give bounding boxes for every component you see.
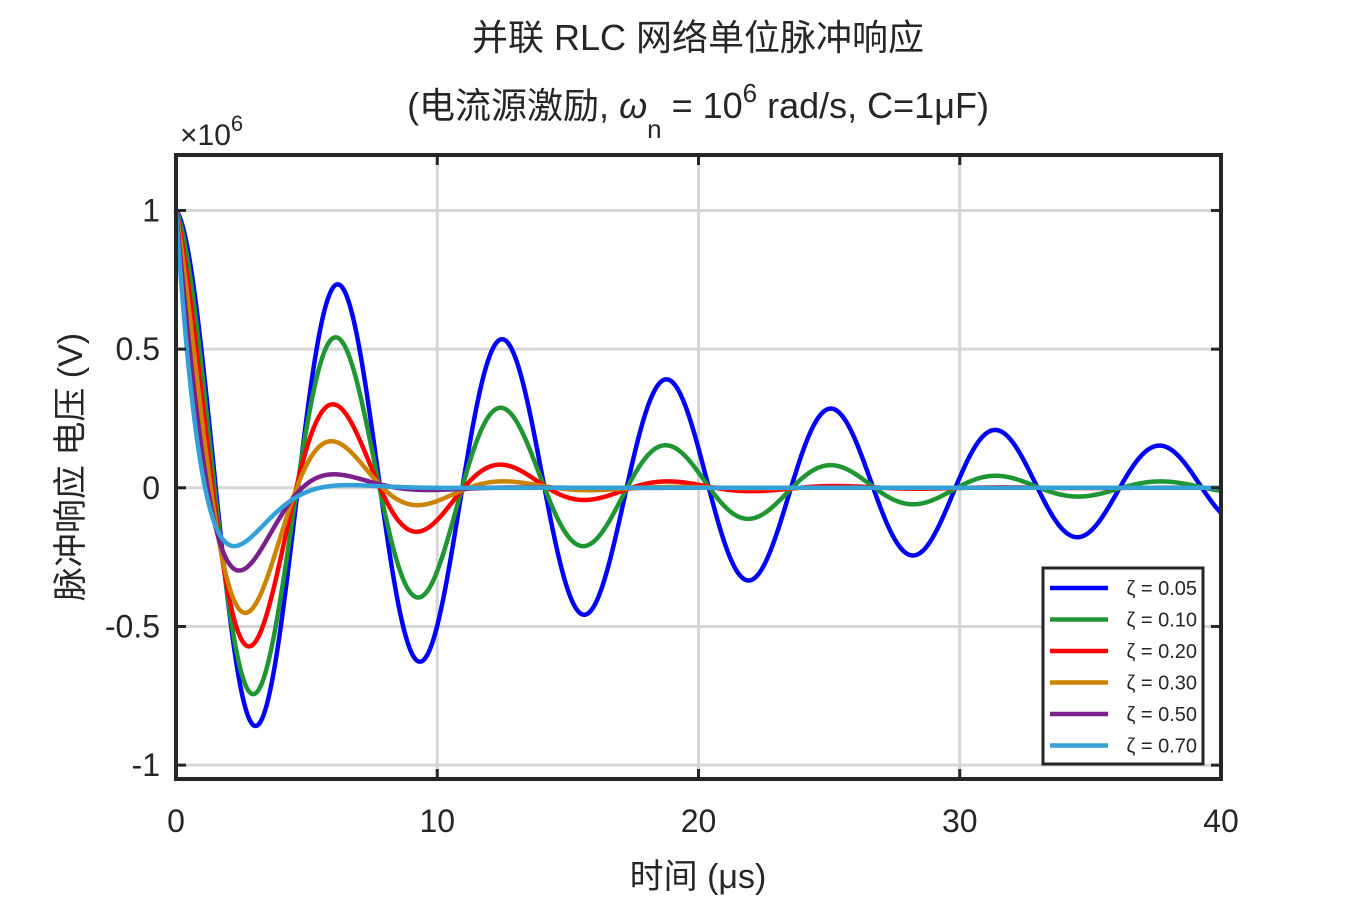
chart-title-line1: 并联 RLC 网络单位脉冲响应 <box>472 17 924 58</box>
title-prefix: (电流源激励, <box>407 85 619 126</box>
x-tick-label: 10 <box>419 803 455 839</box>
y-tick-label: -0.5 <box>105 608 160 644</box>
x-tick-label: 40 <box>1203 803 1239 839</box>
legend-label: ζ = 0.30 <box>1126 673 1197 695</box>
series-line <box>173 209 1223 697</box>
x-tick-label: 30 <box>942 803 978 839</box>
axis-ticks <box>174 155 1223 779</box>
series-line <box>173 210 1223 549</box>
x-axis-label: 时间 (μs) <box>630 858 767 896</box>
y-multiplier-base: ×10 <box>180 119 231 152</box>
chart-title-line2: (电流源激励, ωn = 106 rad/s, C=1μF) <box>407 78 989 144</box>
title-omega: ω <box>619 85 647 126</box>
legend-label: ζ = 0.20 <box>1126 641 1197 663</box>
legend-box <box>1041 566 1205 766</box>
legend-label: ζ = 0.70 <box>1126 736 1197 758</box>
y-tick-label: 1 <box>142 192 160 228</box>
tick-labels: 0 10 20 30 40 -1 -0.5 0 0.5 1 <box>105 192 1239 839</box>
x-tick-label: 0 <box>167 803 185 839</box>
title-equals: = 10 <box>662 85 743 126</box>
title-exp: 6 <box>743 78 757 108</box>
series-line <box>174 209 1223 729</box>
legend-label: ζ = 0.10 <box>1126 610 1197 632</box>
x-tick-label: 20 <box>681 803 717 839</box>
title-omega-sub: n <box>647 114 661 144</box>
y-multiplier: ×106 <box>180 111 243 152</box>
legend-label: ζ = 0.50 <box>1126 704 1197 726</box>
title-suffix: rad/s, C=1μF) <box>757 85 989 126</box>
y-tick-label: 0.5 <box>116 331 160 367</box>
y-tick-label: -1 <box>132 747 160 783</box>
y-multiplier-exp: 6 <box>231 111 243 136</box>
legend: ζ = 0.05 ζ = 0.10 ζ = 0.20 ζ = 0.30 ζ = 0.50… <box>1041 566 1205 766</box>
y-tick-label: 0 <box>142 470 160 506</box>
y-axis-label: 脉冲响应 电压 (V) <box>52 333 90 601</box>
legend-label: ζ = 0.05 <box>1126 578 1197 600</box>
series-lines <box>173 209 1223 729</box>
